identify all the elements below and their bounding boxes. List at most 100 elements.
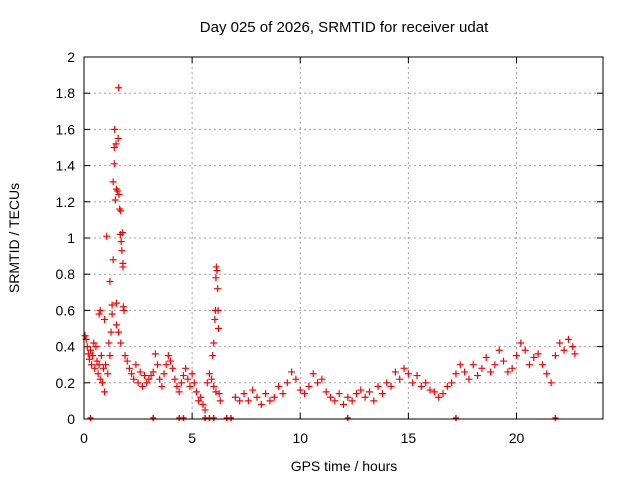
- data-point: [101, 388, 109, 396]
- data-point: [99, 364, 107, 372]
- y-tick-label: 0.6: [56, 302, 76, 318]
- zero-data-point: [228, 415, 235, 421]
- data-point: [327, 393, 335, 401]
- grid-lines: [84, 57, 603, 419]
- data-point: [569, 343, 577, 351]
- plot-frame: [83, 56, 604, 420]
- data-point: [517, 339, 525, 347]
- data-point: [91, 364, 99, 372]
- data-point: [212, 263, 220, 271]
- data-point: [156, 375, 164, 383]
- data-point: [348, 397, 356, 405]
- data-point: [103, 232, 111, 240]
- data-point: [357, 386, 365, 394]
- data-point: [112, 321, 120, 329]
- data-point: [309, 370, 317, 378]
- data-point: [177, 379, 185, 387]
- data-point: [491, 361, 499, 369]
- data-point: [469, 361, 477, 369]
- data-point: [115, 84, 123, 92]
- zero-data-point: [87, 415, 94, 421]
- data-point: [244, 397, 252, 405]
- data-point: [110, 144, 118, 151]
- data-point: [331, 397, 339, 405]
- data-point: [370, 397, 378, 405]
- data-point: [279, 390, 287, 398]
- data-point: [318, 375, 326, 383]
- x-tick-label: 10: [292, 430, 308, 446]
- data-point: [94, 370, 102, 378]
- data-point: [231, 393, 239, 401]
- data-point: [213, 267, 221, 275]
- data-point: [257, 401, 265, 409]
- data-point: [109, 178, 117, 186]
- data-point: [138, 382, 146, 390]
- data-point: [132, 361, 140, 369]
- x-axis-label: GPS time / hours: [291, 458, 398, 474]
- x-tick-label: 20: [509, 430, 525, 446]
- data-point: [478, 364, 486, 372]
- data-point: [120, 306, 128, 314]
- data-point: [270, 393, 278, 401]
- data-point: [81, 332, 89, 340]
- data-point: [215, 390, 223, 398]
- data-point: [154, 361, 162, 369]
- data-point: [96, 306, 104, 314]
- data-point: [212, 274, 220, 282]
- data-point: [521, 346, 529, 354]
- data-point: [571, 350, 579, 358]
- data-point: [275, 382, 283, 390]
- data-point: [378, 390, 386, 398]
- data-point: [111, 125, 119, 133]
- data-point: [98, 379, 106, 387]
- data-point: [383, 379, 391, 387]
- data-point: [215, 325, 223, 332]
- data-point: [236, 397, 244, 405]
- data-point: [109, 256, 117, 264]
- data-point: [88, 361, 96, 369]
- data-point: [305, 382, 313, 390]
- data-point: [203, 379, 211, 387]
- data-point: [391, 368, 399, 376]
- data-point: [171, 375, 179, 383]
- data-point: [344, 393, 352, 401]
- data-point: [128, 370, 136, 378]
- zero-data-point: [344, 415, 351, 421]
- data-point: [487, 368, 495, 376]
- y-tick-label: 0: [67, 411, 75, 427]
- data-point: [205, 370, 213, 378]
- data-point: [117, 207, 125, 215]
- data-point: [413, 372, 421, 380]
- data-point: [214, 285, 222, 293]
- data-point: [190, 379, 198, 387]
- data-point: [118, 229, 126, 237]
- data-point: [435, 393, 443, 401]
- data-point: [199, 401, 207, 409]
- y-tick-label: 0.4: [56, 339, 76, 355]
- data-point: [534, 350, 542, 358]
- data-point: [136, 368, 144, 376]
- data-point: [114, 187, 122, 195]
- y-tick-label: 0.2: [56, 375, 76, 391]
- data-point: [474, 372, 482, 380]
- data-point: [564, 335, 572, 343]
- zero-data-point: [452, 415, 459, 421]
- data-point: [195, 397, 203, 405]
- data-point: [525, 361, 533, 369]
- data-point: [374, 382, 382, 390]
- data-point: [95, 361, 103, 369]
- data-point: [417, 382, 425, 390]
- data-point: [108, 310, 116, 318]
- y-tick-label: 1.4: [56, 158, 76, 174]
- zero-data-point: [180, 415, 187, 421]
- data-point: [97, 352, 105, 360]
- data-point: [210, 382, 218, 390]
- data-point: [85, 355, 93, 363]
- data-point: [179, 372, 187, 380]
- zero-data-point: [552, 415, 559, 421]
- data-point: [115, 191, 123, 199]
- data-point: [465, 375, 473, 383]
- data-point: [117, 238, 125, 246]
- data-point: [387, 382, 395, 390]
- axis-ticks: 00.20.40.60.811.21.41.61.820 5 10 15 20: [56, 49, 603, 446]
